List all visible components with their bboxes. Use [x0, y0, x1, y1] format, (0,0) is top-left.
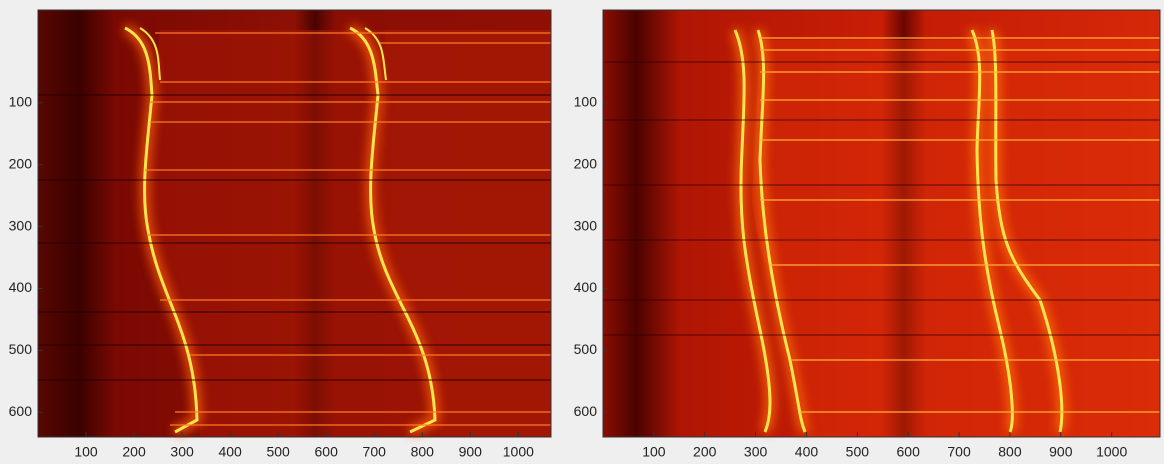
x-tick-label: 300 [744, 444, 768, 460]
y-tick-label: 100 [9, 94, 33, 110]
x-tick-label: 200 [693, 444, 717, 460]
x-tick-label: 800 [411, 444, 435, 460]
x-tick-label: 600 [897, 444, 921, 460]
y-tick-label: 300 [9, 217, 33, 233]
x-tick-label: 1000 [503, 444, 534, 460]
image-right [603, 10, 1160, 437]
x-tick-label: 300 [170, 444, 194, 460]
x-tick-label: 500 [846, 444, 870, 460]
y-tick-label: 100 [574, 94, 598, 110]
x-tick-label: 500 [266, 444, 290, 460]
x-tick-label: 600 [315, 444, 339, 460]
x-tick-label: 400 [218, 444, 242, 460]
y-tick-label: 500 [574, 341, 598, 357]
x-tick-label: 400 [795, 444, 819, 460]
y-tick-label: 500 [9, 341, 33, 357]
y-tick-label: 200 [9, 155, 33, 171]
x-tick-label: 100 [74, 444, 98, 460]
x-tick-label: 900 [1049, 444, 1073, 460]
y-tick-label: 600 [574, 403, 598, 419]
x-tick-label: 900 [459, 444, 483, 460]
y-tick-label: 200 [574, 155, 598, 171]
axes-frame [37, 9, 552, 438]
x-tick-label: 700 [947, 444, 971, 460]
x-tick-label: 1000 [1096, 444, 1127, 460]
y-tick-label: 400 [574, 279, 598, 295]
y-tick-label: 400 [9, 279, 33, 295]
x-tick-label: 700 [363, 444, 387, 460]
y-tick-label: 600 [9, 403, 33, 419]
axes-frame [602, 9, 1161, 438]
x-tick-label: 800 [998, 444, 1022, 460]
image-left [38, 10, 552, 437]
x-tick-label: 200 [122, 444, 146, 460]
x-tick-label: 100 [642, 444, 666, 460]
y-tick-label: 300 [574, 217, 598, 233]
